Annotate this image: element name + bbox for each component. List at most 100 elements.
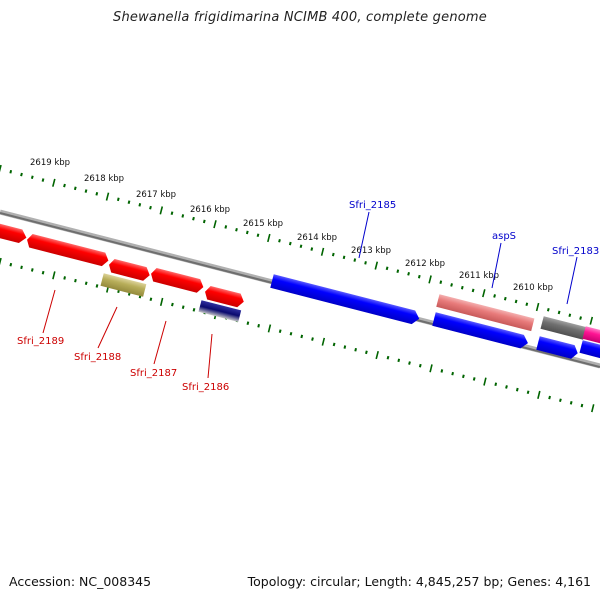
scale-tick (354, 347, 357, 352)
gene-sfri-2183-feature[interactable] (540, 316, 587, 340)
scale-tick (95, 192, 99, 196)
gene-feature[interactable] (0, 216, 28, 245)
gene-sfri-2188-upper-feature[interactable] (107, 258, 151, 282)
scale-tracks (0, 164, 595, 413)
scale-tick (299, 244, 303, 249)
scale-tick (514, 299, 518, 304)
scale-tick (52, 178, 56, 187)
gene-label-sfri-2187[interactable]: Sfri_2187 (130, 368, 177, 379)
scale-tick (63, 183, 66, 188)
scale-tick (568, 313, 572, 318)
scale-tick (30, 175, 34, 180)
scale-tick (0, 164, 2, 173)
scale-tick (483, 377, 487, 386)
gene-sfri-2186-feature[interactable] (198, 300, 242, 323)
gene-label-sfri-2183[interactable]: Sfri_2183 (552, 246, 599, 257)
scale-tick (310, 247, 314, 251)
scale-tick (428, 275, 432, 284)
scale-tick (84, 189, 88, 193)
scale-tick (278, 329, 282, 333)
scale-tick (159, 297, 164, 306)
scale-tick (342, 255, 346, 260)
scale-tick (181, 305, 185, 309)
gene-pink-feature[interactable] (582, 326, 600, 347)
gene-sfri-2186-upper-feature[interactable] (203, 285, 245, 309)
scale-tick (73, 186, 77, 191)
scale-tick (20, 265, 23, 270)
scale-tick (300, 334, 304, 339)
gene-label-sfri-2186[interactable]: Sfri_2186 (182, 382, 229, 393)
scale-tick (353, 258, 357, 262)
scale-labels: 2619 kbp 2618 kbp 2617 kbp 2616 kbp 2615… (30, 158, 553, 293)
scale-tick (320, 247, 325, 256)
gene-label-sfri-2185[interactable]: Sfri_2185 (349, 200, 396, 211)
right-region-genes (270, 274, 600, 361)
gene-sfri-2185-feature[interactable] (270, 274, 421, 325)
gene-blue-small-feature[interactable] (536, 336, 579, 360)
scale-tick (246, 321, 250, 325)
gene-label-sfri-2189[interactable]: Sfri_2189 (17, 336, 64, 347)
scale-label: 2617 kbp (136, 190, 176, 200)
scale-tick (418, 363, 422, 368)
scale-tick (149, 205, 152, 210)
gene-aspS-feature[interactable] (436, 294, 535, 332)
scale-tick (202, 219, 206, 224)
scale-tick (440, 369, 444, 373)
scale-tick (84, 281, 88, 286)
scale-label: 2611 kbp (459, 271, 499, 281)
scale-tick (385, 266, 389, 271)
gene-sfri-2189-feature[interactable] (25, 233, 110, 267)
gene-sfri-2187-feature[interactable] (149, 267, 205, 294)
scale-tick (257, 323, 260, 328)
scale-tick (450, 283, 453, 287)
scale-tick (408, 361, 411, 365)
scale-tick (439, 280, 443, 284)
topology-text: Topology: circular; Length: 4,845,257 bp… (247, 574, 591, 589)
scale-tick (471, 288, 475, 293)
scale-tick (505, 385, 508, 389)
gene-label-sfri-2188[interactable]: Sfri_2188 (74, 352, 121, 363)
scale-tick (181, 214, 185, 218)
scale-label: 2614 kbp (297, 233, 337, 243)
gene-blue-lower-feature[interactable] (432, 312, 529, 350)
scale-tick (321, 337, 326, 346)
gene-label-aspS[interactable]: aspS (492, 231, 516, 242)
scale-label: 2619 kbp (30, 158, 70, 168)
scale-label: 2616 kbp (190, 205, 230, 215)
scale-label: 2613 kbp (351, 246, 391, 256)
forward-strand-genes (0, 216, 245, 309)
gene-labels: Sfri_2189 Sfri_2188 Sfri_2187 Sfri_2186 … (17, 200, 599, 393)
scale-tick (213, 220, 217, 229)
scale-tick (494, 382, 498, 387)
scale-tick (332, 342, 336, 347)
accession-text: Accession: NC_008345 (9, 574, 152, 589)
genome-title: Shewanella frigidimarina NCIMB 400, comp… (113, 10, 487, 25)
scale-tick (245, 230, 249, 235)
scale-tick (105, 192, 110, 201)
gene-blue-edge-feature[interactable] (579, 340, 600, 361)
scale-tick (9, 169, 13, 174)
scale-tick (63, 276, 66, 280)
scale-tick (559, 398, 562, 403)
scale-tick (116, 197, 120, 202)
scale-tick (375, 350, 379, 360)
scale-tick (569, 401, 573, 405)
gene-leader-lines (42, 211, 578, 379)
scale-tick (267, 324, 272, 333)
scale-tick (460, 285, 464, 290)
scale-label: 2612 kbp (405, 259, 445, 269)
scale-tick (364, 261, 367, 265)
scale-tick (343, 345, 347, 349)
scale-tick (235, 227, 238, 232)
scale-tick (256, 233, 260, 238)
scale-tick (41, 270, 45, 275)
scale-label: 2610 kbp (513, 283, 553, 293)
scale-tick (526, 390, 530, 395)
scale-tick (171, 302, 174, 307)
scale-tick (386, 355, 390, 360)
gene-sfri-2188-feature[interactable] (100, 273, 147, 297)
scale-tick (407, 272, 410, 276)
scale-tick (557, 310, 561, 315)
